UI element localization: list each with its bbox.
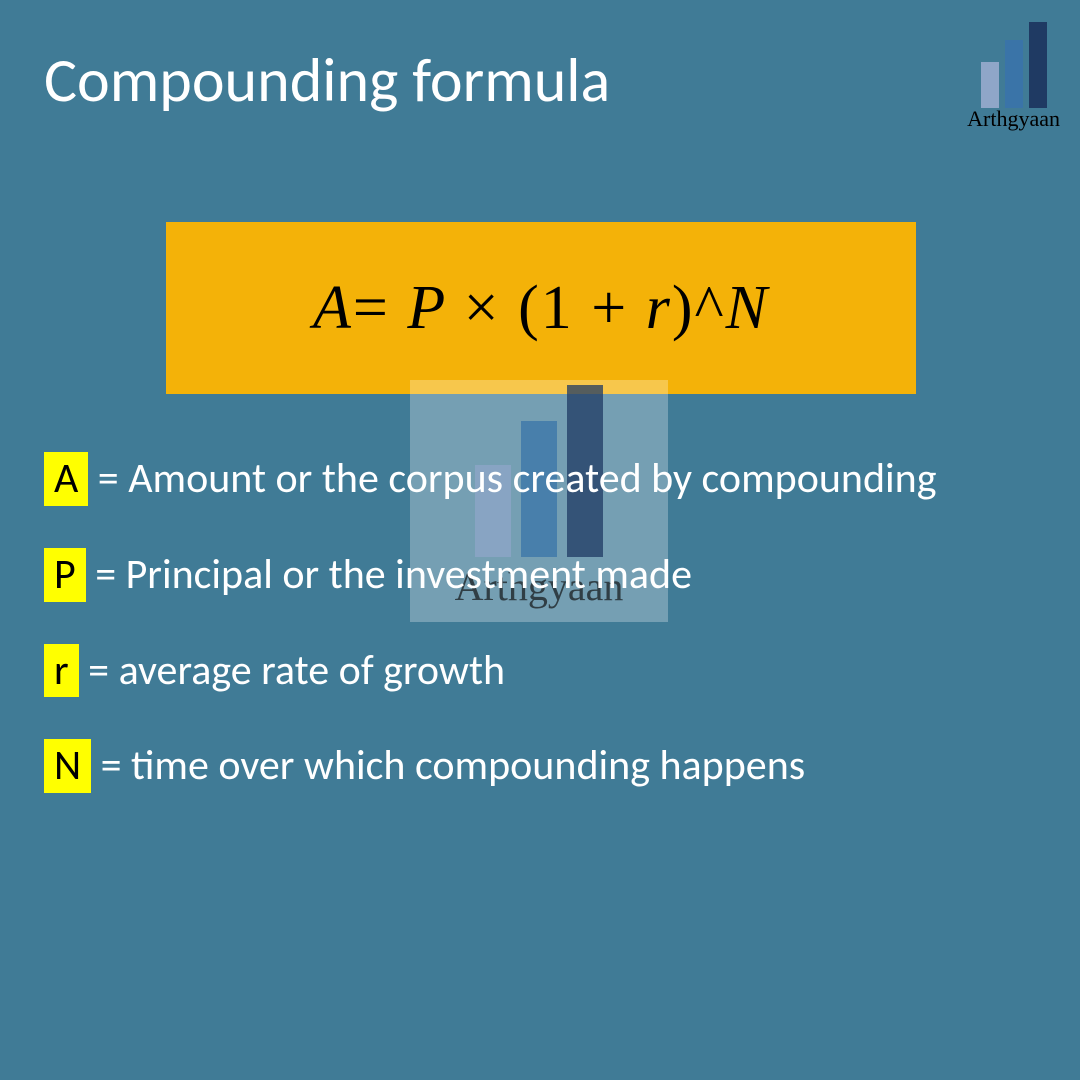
def-text-r: = average rate of growth	[79, 645, 505, 696]
definitions-list: A = Amount or the corpus created by comp…	[44, 452, 1036, 793]
var-badge-N: N	[44, 739, 91, 793]
var-badge-P: P	[44, 548, 86, 602]
page-title: Compounding formula	[44, 42, 610, 118]
var-r: r	[646, 274, 672, 342]
definition-N: N = time over which compounding happens	[44, 739, 1036, 793]
var-P: P	[407, 274, 446, 342]
definition-P: P = Principal or the investment made	[44, 548, 1036, 602]
def-text-P: = Principal or the investment made	[86, 549, 692, 600]
num-one: 1	[541, 274, 574, 342]
op-lparen: (	[518, 274, 541, 342]
var-N: N	[726, 274, 769, 342]
logo-bar-3	[1029, 22, 1047, 108]
logo-bar-1	[981, 62, 999, 108]
var-A: A	[313, 274, 353, 342]
op-eq: =	[353, 274, 390, 342]
formula: A= P × (1 + r)^N	[313, 273, 769, 344]
def-text-N: = time over which compounding happens	[91, 740, 805, 791]
logo-bar-2	[1005, 40, 1023, 108]
op-rparen-pow: )^	[672, 274, 726, 342]
brand-name: Arthgyaan	[967, 106, 1060, 132]
logo-bars-icon	[981, 22, 1047, 108]
brand-logo: Arthgyaan	[967, 22, 1060, 132]
def-text-A: = Amount or the corpus created by compou…	[88, 453, 936, 504]
definition-r: r = average rate of growth	[44, 644, 1036, 698]
formula-box: A= P × (1 + r)^N	[166, 222, 916, 394]
var-badge-r: r	[44, 644, 79, 698]
definition-A: A = Amount or the corpus created by comp…	[44, 452, 1036, 506]
op-times: ×	[464, 274, 501, 342]
op-plus: +	[591, 274, 628, 342]
var-badge-A: A	[44, 452, 88, 506]
